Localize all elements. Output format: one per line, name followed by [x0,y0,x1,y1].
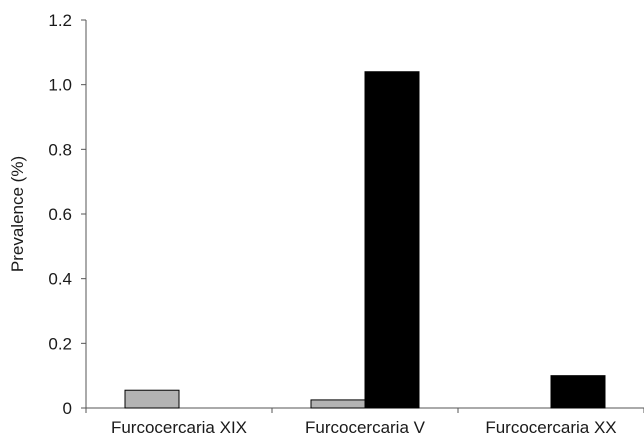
x-axis: Furcocercaria XIX Furcocercaria V Furcocer… [85,407,644,435]
y-tick-label: 0.6 [48,205,72,224]
bar [364,71,420,409]
bar [550,375,606,409]
y-tick-label: 0.2 [48,334,72,353]
x-category-label: Furcocercaria XIX [111,418,247,435]
x-category-label: Furcocercaria XX [485,418,616,435]
y-tick-label: 0.8 [48,140,72,159]
y-axis: 0 0.2 0.4 0.6 0.8 1.0 1.2 [48,11,87,418]
y-axis-title: Prevalence (%) [8,156,27,272]
y-tick-label: 0 [63,399,72,418]
y-tick-label: 1.0 [48,76,72,95]
y-tick-label: 1.2 [48,11,72,30]
bar [124,389,180,409]
y-tick-label: 0.4 [48,270,72,289]
x-category-label: Furcocercaria V [305,418,426,435]
bars [124,71,606,409]
bar [310,399,366,409]
